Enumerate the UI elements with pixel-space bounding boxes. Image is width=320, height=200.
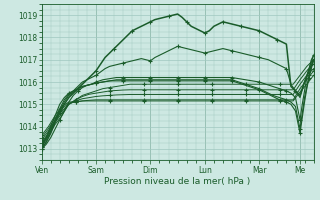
X-axis label: Pression niveau de la mer( hPa ): Pression niveau de la mer( hPa ) [104, 177, 251, 186]
